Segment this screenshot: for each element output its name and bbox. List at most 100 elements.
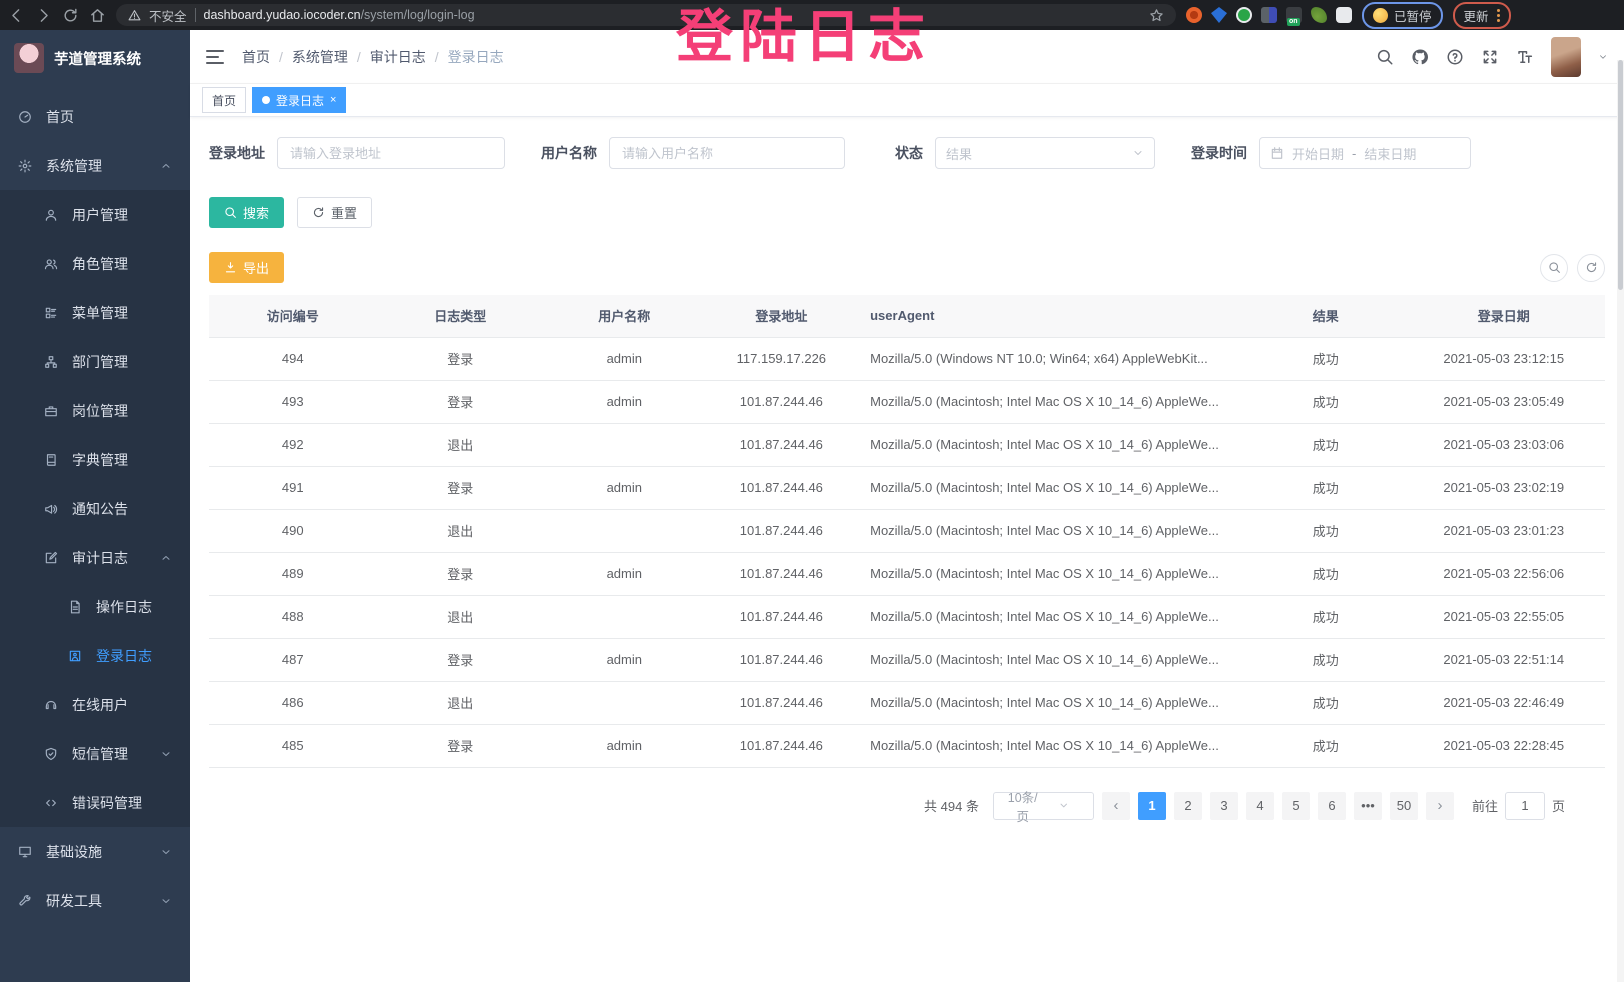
page-size-select[interactable]: 10条/页 [992,791,1094,824]
total-count: 共 494 条 [924,799,979,814]
address-bar[interactable]: 不安全 dashboard.yudao.iocoder.cn/system/lo… [116,4,1176,26]
extension-icon-blocks[interactable] [1261,7,1277,23]
search-button-label: 搜索 [243,206,270,221]
header-search-icon[interactable] [1376,48,1394,66]
browser-forward-icon[interactable] [35,7,52,24]
edit-icon [44,551,58,565]
toggle-search-button[interactable] [1540,253,1568,282]
chevron-up [160,552,172,564]
page-button-2[interactable]: 2 [1173,791,1202,820]
refresh-table-button[interactable] [1577,253,1605,282]
goto-page-input[interactable] [1504,791,1545,820]
table-row: 494 登录 admin 117.159.17.226 Mozilla/5.0 (Win… [209,337,1605,381]
extension-icon-tampermonkey[interactable]: on [1286,7,1302,26]
login-ip-input[interactable] [277,137,505,169]
browser-home-icon[interactable] [89,7,106,24]
sidebar-item-errcode-management[interactable]: 错误码管理 [0,778,190,827]
table-cell: 成功 [1249,552,1403,596]
browser-back-icon[interactable] [8,7,25,24]
extension-icon-puzzle[interactable] [1336,7,1352,23]
breadcrumb-item[interactable]: 系统管理 [291,48,348,65]
github-icon[interactable] [1411,48,1429,66]
docs-help-icon[interactable] [1446,48,1464,66]
sidebar: 芋道管理系统 首页系统管理 用户管理 角色管理 菜单管理部门管理岗位管理字典管理通知公… [0,30,190,982]
sidebar-item-notice[interactable]: 通知公告 [0,484,190,533]
extension-icon-sprout[interactable] [1311,7,1327,23]
more-pages-button[interactable]: ••• [1353,791,1382,820]
tag-view-active[interactable]: 登录日志 × [252,87,347,113]
sidebar-item-label: 字典管理 [72,451,128,468]
sidebar-item-role-management[interactable]: 角色管理 [0,239,190,288]
column-header: 访问编号 [209,295,377,338]
user-menu-caret-icon[interactable] [1598,52,1608,62]
browser-reload-icon[interactable] [62,7,79,24]
book-icon [44,453,58,467]
active-tag-dot [262,96,271,104]
extension-icon-orange[interactable] [1186,7,1202,23]
megaphone-icon [44,502,58,516]
browser-update-button[interactable]: 更新 [1452,1,1511,29]
page-button-5[interactable]: 5 [1281,791,1310,820]
sidebar-item-login-log[interactable]: 登录日志 [0,631,190,680]
sidebar-item-user-management[interactable]: 用户管理 [0,190,190,239]
page-button-1[interactable]: 1 [1137,791,1166,820]
font-size-icon[interactable] [1516,48,1534,66]
date-range-picker[interactable]: 开始日期 - 结束日期 [1259,137,1471,169]
username-label: 用户名称 [541,145,597,161]
page-button-3[interactable]: 3 [1209,791,1238,820]
browser-menu-icon[interactable] [1496,8,1500,22]
table-row: 490 退出 101.87.244.46 Mozilla/5.0 (Macintosh… [209,509,1605,553]
table-row: 487 登录 admin 101.87.244.46 Mozilla/5.0 (Maci… [209,638,1605,682]
sidebar-collapse-icon[interactable] [206,49,224,64]
app-logo-row[interactable]: 芋道管理系统 [0,30,190,86]
prev-page-button[interactable]: ‹ [1101,791,1130,820]
search-button[interactable]: 搜索 [209,197,285,228]
sidebar-item-post-management[interactable]: 岗位管理 [0,386,190,435]
export-button[interactable]: 导出 [209,252,285,283]
table-cell: 489 [209,552,377,596]
sidebar-item-dict-management[interactable]: 字典管理 [0,435,190,484]
user-avatar[interactable] [1551,36,1581,77]
table-cell: 登录 [376,638,545,682]
scrollbar-thumb[interactable] [1618,60,1623,290]
profile-paused-badge[interactable]: 已暂停 [1362,1,1443,29]
sidebar-item-online-users[interactable]: 在线用户 [0,680,190,729]
username-input[interactable] [609,137,845,169]
sidebar-item-audit-log[interactable]: 审计日志 [0,533,190,582]
sidebar-item-label: 操作日志 [96,598,152,615]
sidebar-item-operation-log[interactable]: 操作日志 [0,582,190,631]
fullscreen-icon[interactable] [1481,48,1499,66]
status-label: 状态 [895,145,923,161]
page-button-6[interactable]: 6 [1317,791,1346,820]
reset-button[interactable]: 重置 [297,197,373,228]
next-page-button[interactable]: › [1425,791,1454,820]
page-button-50[interactable]: 50 [1389,791,1418,820]
status-select[interactable]: 结果 [935,137,1155,169]
breadcrumb-item[interactable]: 首页 [242,48,270,65]
close-tag-icon[interactable]: × [330,94,337,106]
page-button-4[interactable]: 4 [1245,791,1274,820]
sidebar-item-home[interactable]: 首页 [0,92,190,141]
breadcrumb-item[interactable]: 审计日志 [369,48,426,65]
sidebar-item-menu-management[interactable]: 菜单管理 [0,288,190,337]
column-header: 结果 [1249,295,1403,338]
table-header-row: 访问编号 日志类型 用户名称 登录地址 userAgent 结果 登录日期 [209,295,1605,338]
bookmark-star-icon[interactable] [1149,8,1164,23]
sidebar-item-sms-management[interactable]: 短信管理 [0,729,190,778]
page-scrollbar[interactable] [1617,60,1624,982]
table-cell: Mozilla/5.0 (Windows NT 10.0; Win64; x64… [858,337,1249,381]
sidebar-item-label: 首页 [46,108,74,125]
chevron-down-icon [1132,147,1144,159]
extension-icon-green-circle[interactable] [1236,7,1252,23]
sidebar-item-label: 部门管理 [72,353,128,370]
table-cell: Mozilla/5.0 (Macintosh; Intel Mac OS X 1… [858,595,1249,639]
tag-view-item[interactable]: 首页 [202,87,247,113]
sidebar-item-system-management[interactable]: 系统管理 [0,141,190,190]
sidebar-item-dev-tools[interactable]: 研发工具 [0,876,190,925]
table-cell: 退出 [376,509,545,553]
sidebar-item-dept-management[interactable]: 部门管理 [0,337,190,386]
table-cell: 490 [209,509,377,553]
sidebar-item-infrastructure[interactable]: 基础设施 [0,827,190,876]
table-cell: 成功 [1249,380,1403,424]
extension-icon-blue-gem[interactable] [1211,7,1227,23]
